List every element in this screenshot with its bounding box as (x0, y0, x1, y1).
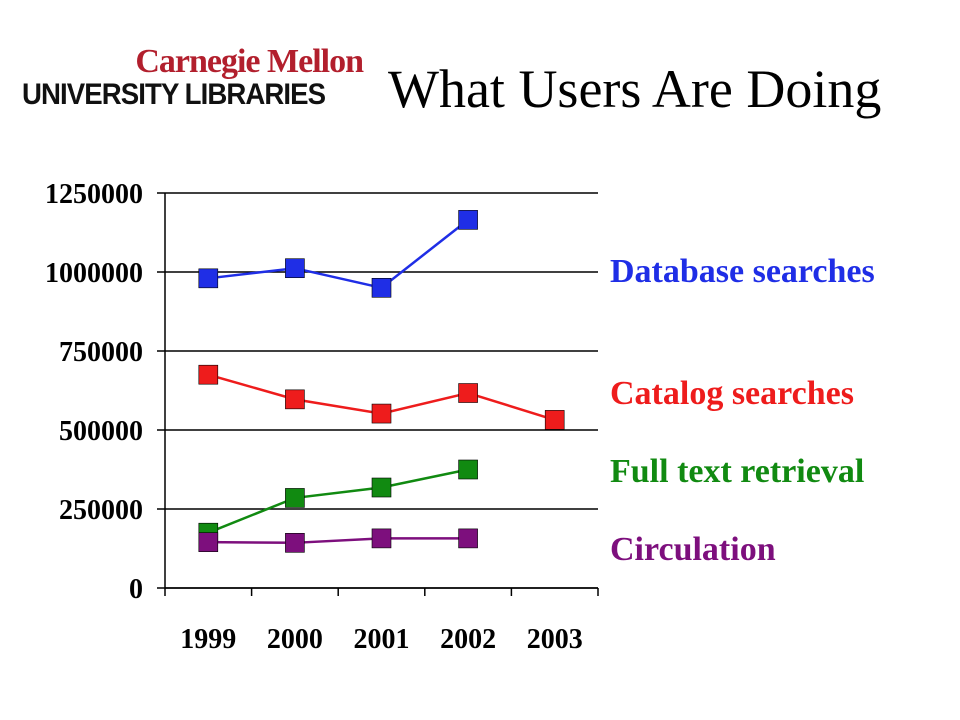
legend-item-full-text-retrieval: Full text retrieval (610, 453, 865, 490)
data-point-catalog-searches (371, 403, 392, 424)
x-tick-labels: 1999 2000 2001 2002 2003 (180, 624, 582, 655)
logo: Carnegie Mellon UNIVERSITY LIBRARIES (22, 44, 367, 114)
y-tick-label: 0 (129, 574, 143, 605)
data-point-circulation (371, 528, 392, 549)
data-point-circulation (198, 532, 219, 552)
axes (157, 192, 599, 596)
data-point-database-searches (458, 210, 478, 230)
data-point-database-searches (285, 258, 305, 279)
x-tick-label: 2000 (267, 624, 323, 655)
data-point-catalog-searches (198, 364, 219, 385)
x-tick-label: 2003 (527, 624, 583, 655)
data-point-catalog-searches (458, 383, 478, 403)
logo-line-carnegie-mellon: Carnegie Mellon (135, 43, 364, 80)
series-markers (198, 210, 565, 553)
data-point-catalog-searches (285, 389, 305, 410)
data-point-database-searches (371, 277, 392, 298)
y-tick-label: 250000 (59, 495, 143, 526)
data-point-circulation (458, 528, 478, 549)
slide-title: What Users Are Doing (388, 59, 882, 119)
legend-item-database-searches: Database searches (610, 253, 875, 290)
legend-item-catalog-searches: Catalog searches (610, 375, 854, 412)
x-tick-label: 2002 (440, 624, 496, 655)
legend-item-circulation: Circulation (610, 531, 776, 568)
x-tick-label: 1999 (180, 624, 236, 655)
x-tick-label: 2001 (354, 624, 410, 655)
y-tick-label: 1250000 (45, 179, 143, 210)
data-point-catalog-searches (544, 410, 565, 430)
data-point-full-text-retrieval (285, 488, 305, 508)
series-line-database-searches (208, 218, 469, 290)
y-tick-label: 500000 (59, 416, 143, 447)
data-point-database-searches (198, 268, 219, 289)
y-tick-label: 750000 (59, 337, 143, 368)
data-point-full-text-retrieval (371, 477, 392, 498)
y-tick-label: 1000000 (45, 258, 143, 289)
data-point-circulation (285, 533, 305, 553)
data-point-full-text-retrieval (458, 459, 478, 480)
series-line-circulation (208, 537, 469, 545)
series-line-full-text-retrieval (207, 468, 469, 534)
y-tick-labels: 1250000 1000000 750000 500000 250000 0 (45, 179, 143, 605)
logo-line-university-libraries: UNIVERSITY LIBRARIES (22, 78, 326, 111)
